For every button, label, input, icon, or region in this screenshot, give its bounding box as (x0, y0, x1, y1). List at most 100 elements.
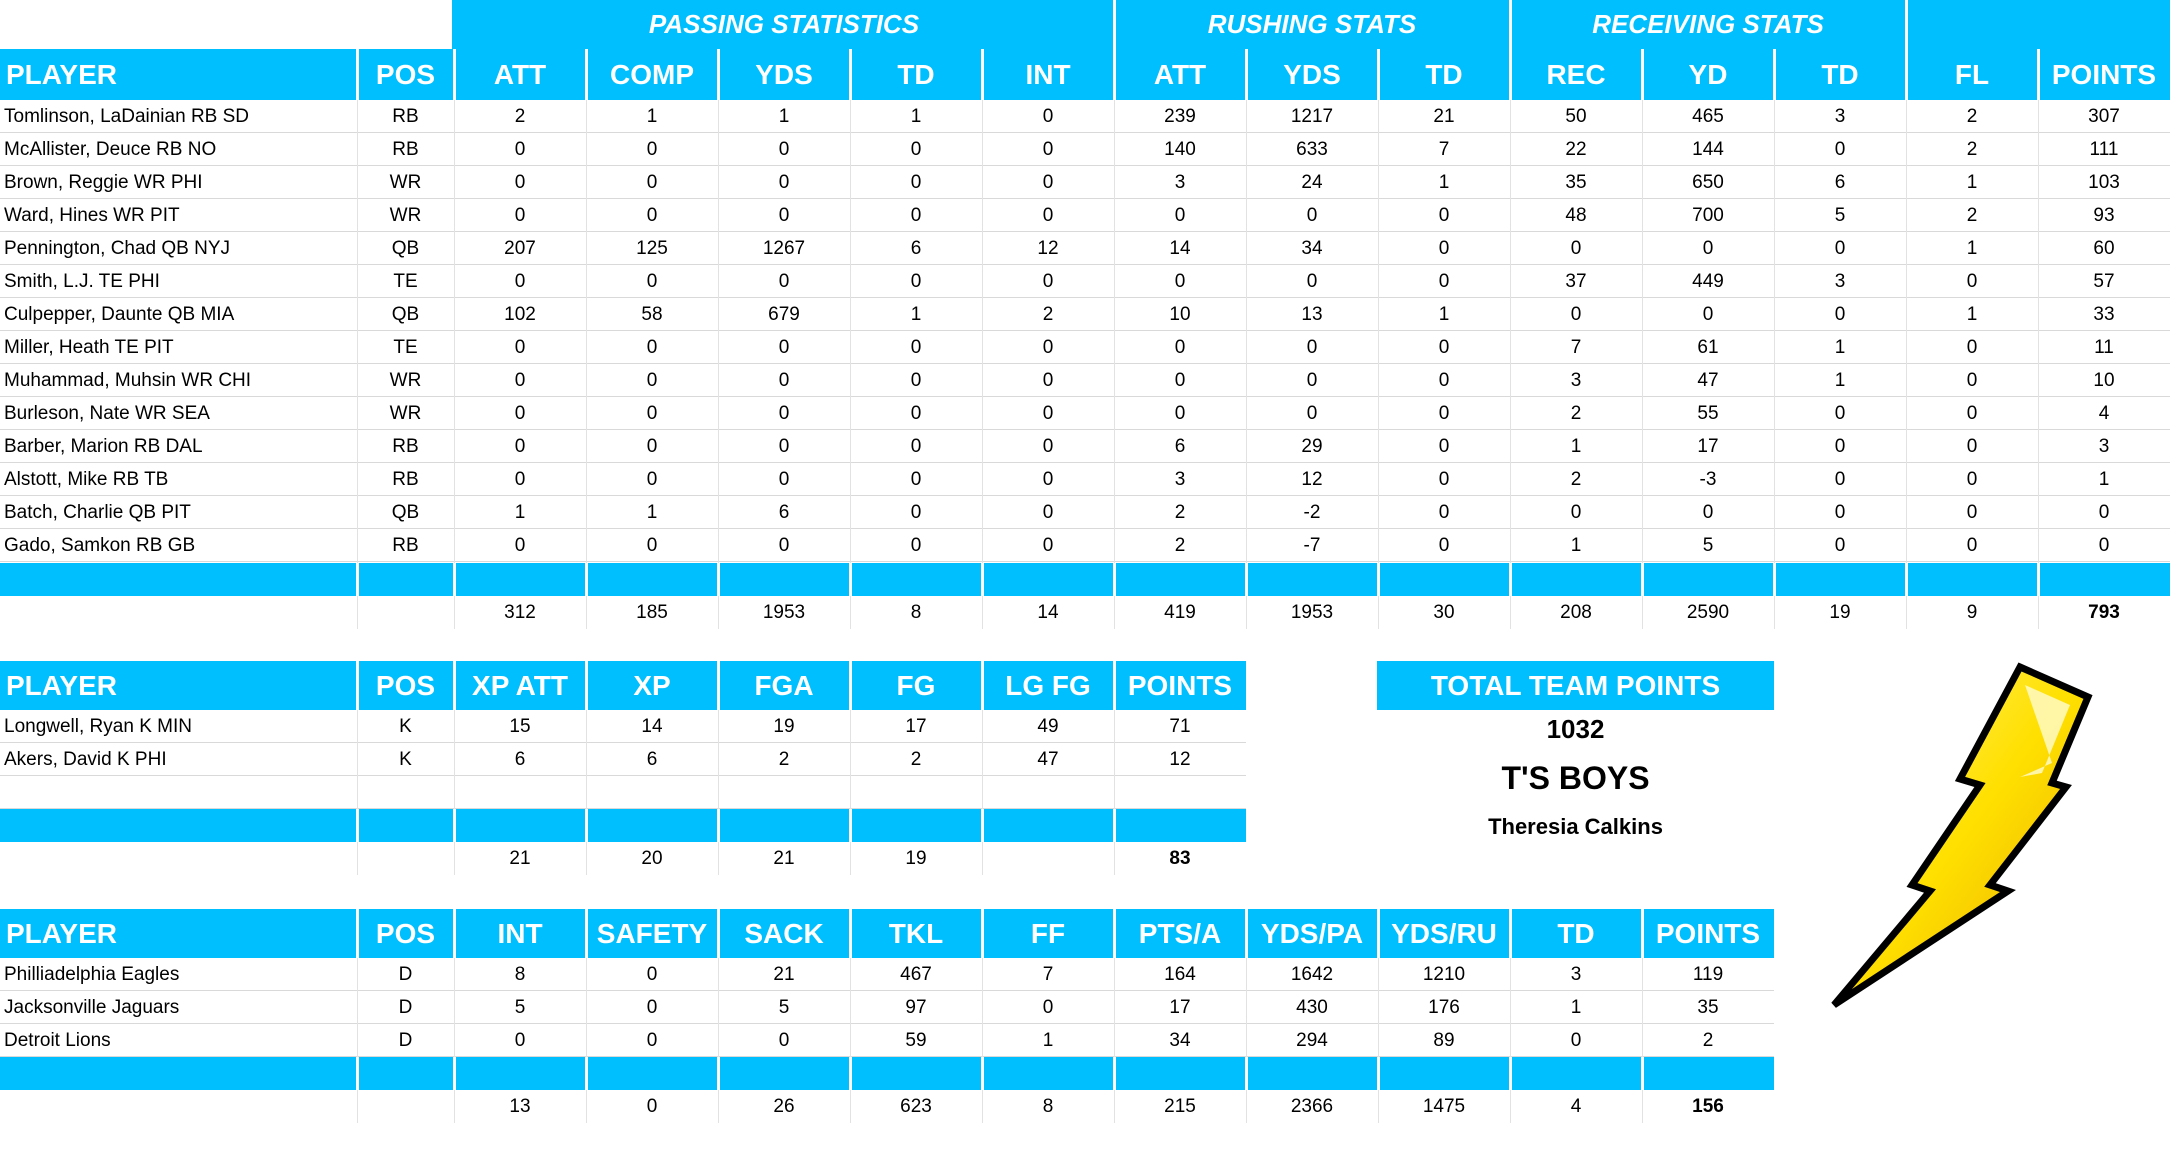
defense-cell: D (398, 1029, 413, 1051)
offense-cell: 1 (1570, 534, 1582, 556)
group-title-rushing: RUSHING STATS (1207, 9, 1417, 39)
offense-header-separator (1773, 49, 1776, 100)
offense-cell: RB (392, 534, 419, 556)
kickers-spacer-separator (717, 809, 720, 842)
kickers-grid-line (586, 710, 587, 875)
offense-total-cell: 14 (1037, 601, 1059, 623)
offense-cell: 0 (646, 270, 658, 292)
kickers-cell: 2 (778, 748, 790, 770)
offense-cell: -3 (1699, 468, 1717, 490)
offense-cell: 111 (2089, 138, 2119, 160)
offense-cell: 125 (636, 237, 668, 259)
defense-total-cell: 26 (773, 1095, 795, 1117)
offense-col-pos: POS (375, 58, 436, 90)
defense-header-separator (1509, 909, 1512, 958)
offense-total-cell: 30 (1433, 601, 1455, 623)
offense-cell: 47 (1697, 369, 1719, 391)
defense-cell: 467 (900, 963, 932, 985)
defense-grid-line (586, 958, 587, 1123)
offense-cell: 4 (2098, 402, 2110, 424)
kickers-grid-line (1114, 710, 1115, 875)
kickers-col-xp-att: XP ATT (472, 669, 568, 701)
offense-cell: 0 (1306, 336, 1318, 358)
offense-cell: 0 (1570, 303, 1582, 325)
offense-cell: 0 (778, 435, 790, 457)
offense-cell: 103 (2088, 171, 2120, 193)
offense-cell: 1 (646, 501, 658, 523)
defense-cell: 0 (646, 996, 658, 1018)
offense-cell: 0 (1438, 468, 1450, 490)
offense-header-separator (1245, 49, 1248, 100)
kickers-spacer-separator (1113, 809, 1116, 842)
defense-cell: 164 (1164, 963, 1196, 985)
defense-spacer-band (0, 1057, 1774, 1090)
defense-row-divider (0, 990, 1774, 991)
offense-cell: 465 (1692, 105, 1724, 127)
offense-cell: 0 (1966, 402, 1978, 424)
offense-cell: 0 (1702, 501, 1714, 523)
defense-cell: 3 (1570, 963, 1582, 985)
offense-cell: 0 (778, 138, 790, 160)
offense-row-divider (0, 561, 2170, 562)
defense-col-player: PLAYER (6, 917, 118, 949)
defense-total-cell: 4 (1570, 1095, 1582, 1117)
defense-spacer-separator (1641, 1057, 1644, 1090)
offense-cell: QB (391, 303, 420, 325)
offense-grid-line (982, 100, 983, 629)
defense-grid-line (454, 958, 455, 1123)
offense-cell: 0 (646, 171, 658, 193)
kickers-header-separator (849, 661, 852, 710)
offense-total-cell: 1953 (762, 601, 806, 623)
offense-total-cell: 185 (636, 601, 668, 623)
offense-cell: 2 (1966, 204, 1978, 226)
offense-cell: 0 (1174, 204, 1186, 226)
offense-spacer-separator (1905, 563, 1908, 596)
offense-cell: 48 (1565, 204, 1587, 226)
offense-cell: 0 (1306, 270, 1318, 292)
kickers-grid-line (718, 710, 719, 875)
offense-cell: 0 (1966, 270, 1978, 292)
offense-cell: 0 (778, 204, 790, 226)
kickers-grid-line (982, 710, 983, 875)
kickers-header-separator (1113, 661, 1116, 710)
offense-cell: 0 (1966, 468, 1978, 490)
offense-cell: 1 (1834, 369, 1846, 391)
offense-cell: 12 (1037, 237, 1059, 259)
offense-cell: 1 (1570, 435, 1582, 457)
defense-header-separator (981, 909, 984, 958)
offense-cell: 0 (1966, 336, 1978, 358)
offense-cell: 1217 (1290, 105, 1334, 127)
defense-cell: 17 (1169, 996, 1191, 1018)
offense-cell: 0 (1042, 171, 1054, 193)
offense-cell: 0 (514, 270, 526, 292)
kickers-cell: Akers, David K PHI (4, 748, 167, 770)
offense-total-cell: 312 (504, 601, 536, 623)
offense-cell: WR (389, 204, 422, 226)
offense-cell: 0 (910, 501, 922, 523)
defense-cell: 294 (1296, 1029, 1328, 1051)
defense-spacer-separator (453, 1057, 456, 1090)
defense-cell: 35 (1697, 996, 1719, 1018)
offense-spacer-separator (1509, 563, 1512, 596)
offense-header-separator (1377, 49, 1380, 100)
defense-col-sack: SACK (744, 917, 824, 949)
offense-cell: 0 (1966, 501, 1978, 523)
kickers-col-points: POINTS (1127, 669, 1233, 701)
offense-cell: 0 (1438, 402, 1450, 424)
offense-cell: 0 (1966, 369, 1978, 391)
offense-row-divider (0, 297, 2170, 298)
offense-cell: 1267 (762, 237, 806, 259)
kickers-col-xp: XP (633, 669, 671, 701)
offense-spacer-separator (1641, 563, 1644, 596)
offense-col-yds: YDS (1283, 58, 1341, 90)
kickers-spacer-separator (981, 809, 984, 842)
offense-cell: 12 (1301, 468, 1323, 490)
offense-col-fl: FL (1954, 58, 1990, 90)
kickers-cell: 2 (910, 748, 922, 770)
offense-cell: 6 (1834, 171, 1846, 193)
offense-cell: 0 (646, 435, 658, 457)
offense-cell: Pennington, Chad QB NYJ (4, 237, 231, 259)
offense-grid-line (1642, 100, 1643, 629)
offense-col-comp: COMP (610, 58, 694, 90)
offense-col-yds: YDS (755, 58, 813, 90)
